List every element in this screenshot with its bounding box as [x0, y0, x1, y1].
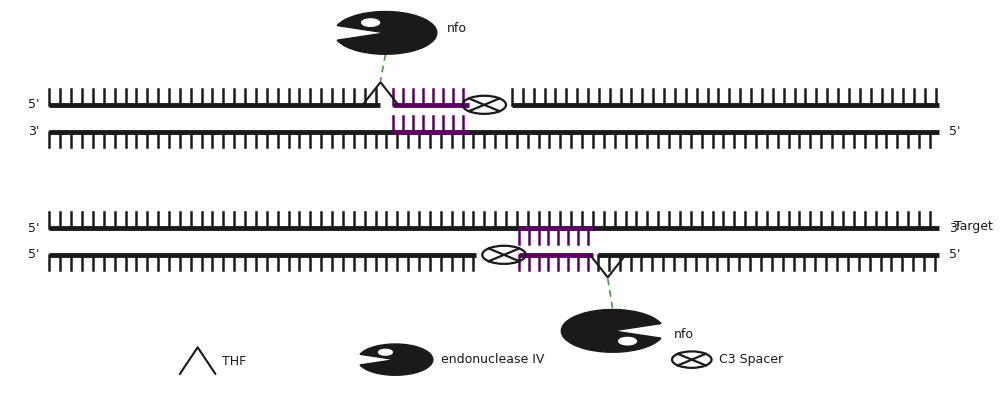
Wedge shape [561, 309, 661, 352]
Text: nfo: nfo [674, 328, 694, 342]
Text: 5': 5' [28, 222, 40, 235]
Text: C3 Spacer: C3 Spacer [719, 353, 784, 366]
Text: 5': 5' [28, 98, 40, 111]
Text: 3': 3' [28, 125, 40, 138]
Text: 5': 5' [949, 125, 960, 138]
Text: 5': 5' [28, 248, 40, 261]
Circle shape [378, 349, 392, 355]
Text: nfo: nfo [447, 22, 467, 35]
Wedge shape [360, 344, 433, 375]
Text: 5': 5' [949, 248, 960, 261]
Text: THF: THF [222, 355, 247, 368]
Circle shape [619, 337, 636, 345]
Text: Target: Target [954, 219, 993, 233]
Text: endonuclease IV: endonuclease IV [441, 353, 544, 366]
Wedge shape [337, 12, 437, 54]
Circle shape [362, 19, 379, 26]
Text: 3': 3' [949, 222, 960, 235]
